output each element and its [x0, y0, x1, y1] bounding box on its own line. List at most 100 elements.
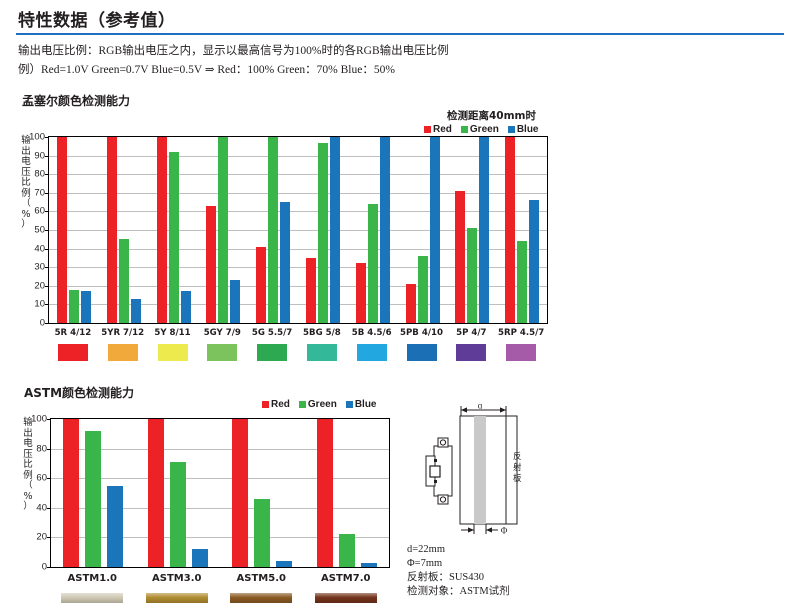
- category-color-swatch: [230, 593, 293, 603]
- astm-legend-entry-blue: Blue: [345, 399, 377, 410]
- axis-title-char-3: 压: [21, 166, 31, 178]
- astm-legend-label-blue: Blue: [354, 399, 377, 410]
- bar-green: [218, 137, 229, 323]
- y-axis-tick-label: 10: [34, 298, 45, 310]
- y-axis-tick-mark: [47, 507, 51, 509]
- bar-green: [254, 498, 271, 567]
- y-axis-tick-mark: [45, 267, 49, 269]
- axis-title-char-6: （: [21, 198, 31, 209]
- gridline: [49, 155, 547, 157]
- bar-green: [168, 151, 179, 323]
- axis-title-char-8: ）: [23, 501, 33, 512]
- munsell-section-title: 孟塞尔颜色检测能力: [22, 94, 131, 108]
- munsell-distance-note: 检测距离40mm时: [447, 110, 536, 122]
- munsell-chart: 输出电压比例（%） 0 10 20 30 40 50 60 70 80 90 100 5R 4/12…: [0, 130, 800, 375]
- sensor-setup-diagram: d Φ 反 射 板: [420, 401, 630, 614]
- axis-title-char-5: 例: [21, 187, 31, 199]
- munsell-plot-area: 0 10 20 30 40 50 60 70 80 90 100: [29, 132, 548, 327]
- legend-entry-blue: Blue: [507, 124, 538, 135]
- x-axis-label: 5BG 5/8: [303, 328, 341, 338]
- legend-key-red-icon: [424, 126, 431, 133]
- bar-red: [305, 257, 316, 323]
- legend-key-blue-icon: [507, 126, 515, 133]
- y-axis-tick-mark: [47, 537, 51, 539]
- y-axis-tick-label: 70: [34, 187, 45, 199]
- astm-section-title: ASTM颜色检测能力: [24, 386, 135, 400]
- legend-entry-green: Green: [460, 124, 499, 135]
- diagram-d-label: d: [478, 404, 483, 411]
- axis-title-char-1: 出: [21, 145, 31, 157]
- astm-legend: Red Green Blue: [262, 399, 376, 410]
- axis-title-char-4: 比: [23, 459, 33, 470]
- gridline: [49, 211, 547, 213]
- bar-red: [256, 246, 267, 323]
- legend-key-green-icon: [460, 126, 468, 133]
- x-axis-label: 5R 4/12: [54, 328, 92, 338]
- y-axis-tick-mark: [45, 211, 49, 213]
- axis-title-char-3: 压: [23, 448, 33, 460]
- category-color-swatch: [107, 344, 138, 361]
- intro-line-2: 例）Red=1.0V Green=0.7V Blue=0.5V ⇒ Red：10…: [18, 64, 395, 76]
- y-axis-tick-label: 100: [29, 131, 45, 143]
- bar-blue: [429, 137, 440, 323]
- y-axis-tick-label: 40: [36, 502, 47, 514]
- diagram-plate-label-char-2: 射: [513, 462, 522, 473]
- x-axis-label: 5RP 4.5/7: [497, 328, 545, 338]
- bar-red: [106, 137, 117, 323]
- bar-blue: [479, 137, 490, 323]
- y-axis-tick-mark: [45, 304, 49, 306]
- astm-plot-area: 0 20 40 60 80 100: [31, 414, 390, 571]
- category-color-swatch: [306, 344, 337, 361]
- legend-label-green: Green: [469, 124, 499, 135]
- bar-green: [68, 289, 79, 323]
- bar-red: [355, 263, 366, 323]
- category-color-swatch: [61, 593, 124, 603]
- bar-red: [206, 205, 217, 323]
- bar-blue: [107, 485, 124, 567]
- gridline: [51, 478, 389, 480]
- y-axis-tick-mark: [45, 192, 49, 194]
- munsell-legend: Red Green Blue: [424, 124, 538, 135]
- x-axis-label: 5B 4.5/6: [351, 328, 392, 338]
- x-axis-label: 5GY 7/9: [203, 328, 241, 338]
- axis-title-char-8: ）: [21, 219, 31, 230]
- y-axis-tick-label: 40: [34, 242, 45, 254]
- astm-legend-entry-red: Red: [262, 399, 290, 410]
- title-divider: [16, 33, 784, 35]
- category-color-swatch: [207, 344, 238, 361]
- gridline: [51, 448, 389, 450]
- y-axis-tick-label: 0: [41, 561, 47, 573]
- diagram-phi-label: Φ: [501, 526, 508, 536]
- y-axis-tick-mark: [45, 285, 49, 287]
- bar-blue: [276, 561, 293, 567]
- axis-title-char-4: 比: [21, 177, 31, 188]
- category-color-swatch: [356, 344, 387, 361]
- x-axis-label: ASTM3.0: [152, 573, 202, 584]
- y-axis-tick-mark: [45, 323, 49, 324]
- bar-blue: [230, 280, 241, 323]
- bar-blue: [379, 137, 390, 323]
- bar-green: [338, 534, 355, 567]
- bar-red: [147, 419, 164, 567]
- astm-legend-entry-green: Green: [298, 399, 337, 410]
- axis-title-char-5: 例: [23, 469, 33, 481]
- x-axis-label: 5YR 7/12: [101, 328, 145, 338]
- bar-red: [56, 137, 67, 323]
- y-axis-tick-mark: [45, 230, 49, 231]
- bar-blue: [329, 137, 340, 323]
- bar-blue: [80, 291, 91, 323]
- bar-blue: [360, 562, 377, 567]
- diagram-note-target: 检测对象：ASTM试剂: [407, 586, 510, 597]
- axis-title-char-0: 输: [23, 417, 33, 428]
- y-axis-tick-mark: [45, 137, 49, 138]
- astm-legend-key-blue-icon: [345, 401, 353, 408]
- gridline: [49, 192, 547, 194]
- bar-green: [118, 239, 129, 323]
- y-axis-tick-label: 60: [36, 472, 47, 484]
- gridline: [51, 507, 389, 509]
- x-axis-label: 5Y 8/11: [154, 328, 191, 338]
- y-axis-tick-label: 0: [39, 317, 45, 329]
- bar-green: [85, 430, 102, 567]
- y-axis-tick-label: 80: [34, 168, 45, 180]
